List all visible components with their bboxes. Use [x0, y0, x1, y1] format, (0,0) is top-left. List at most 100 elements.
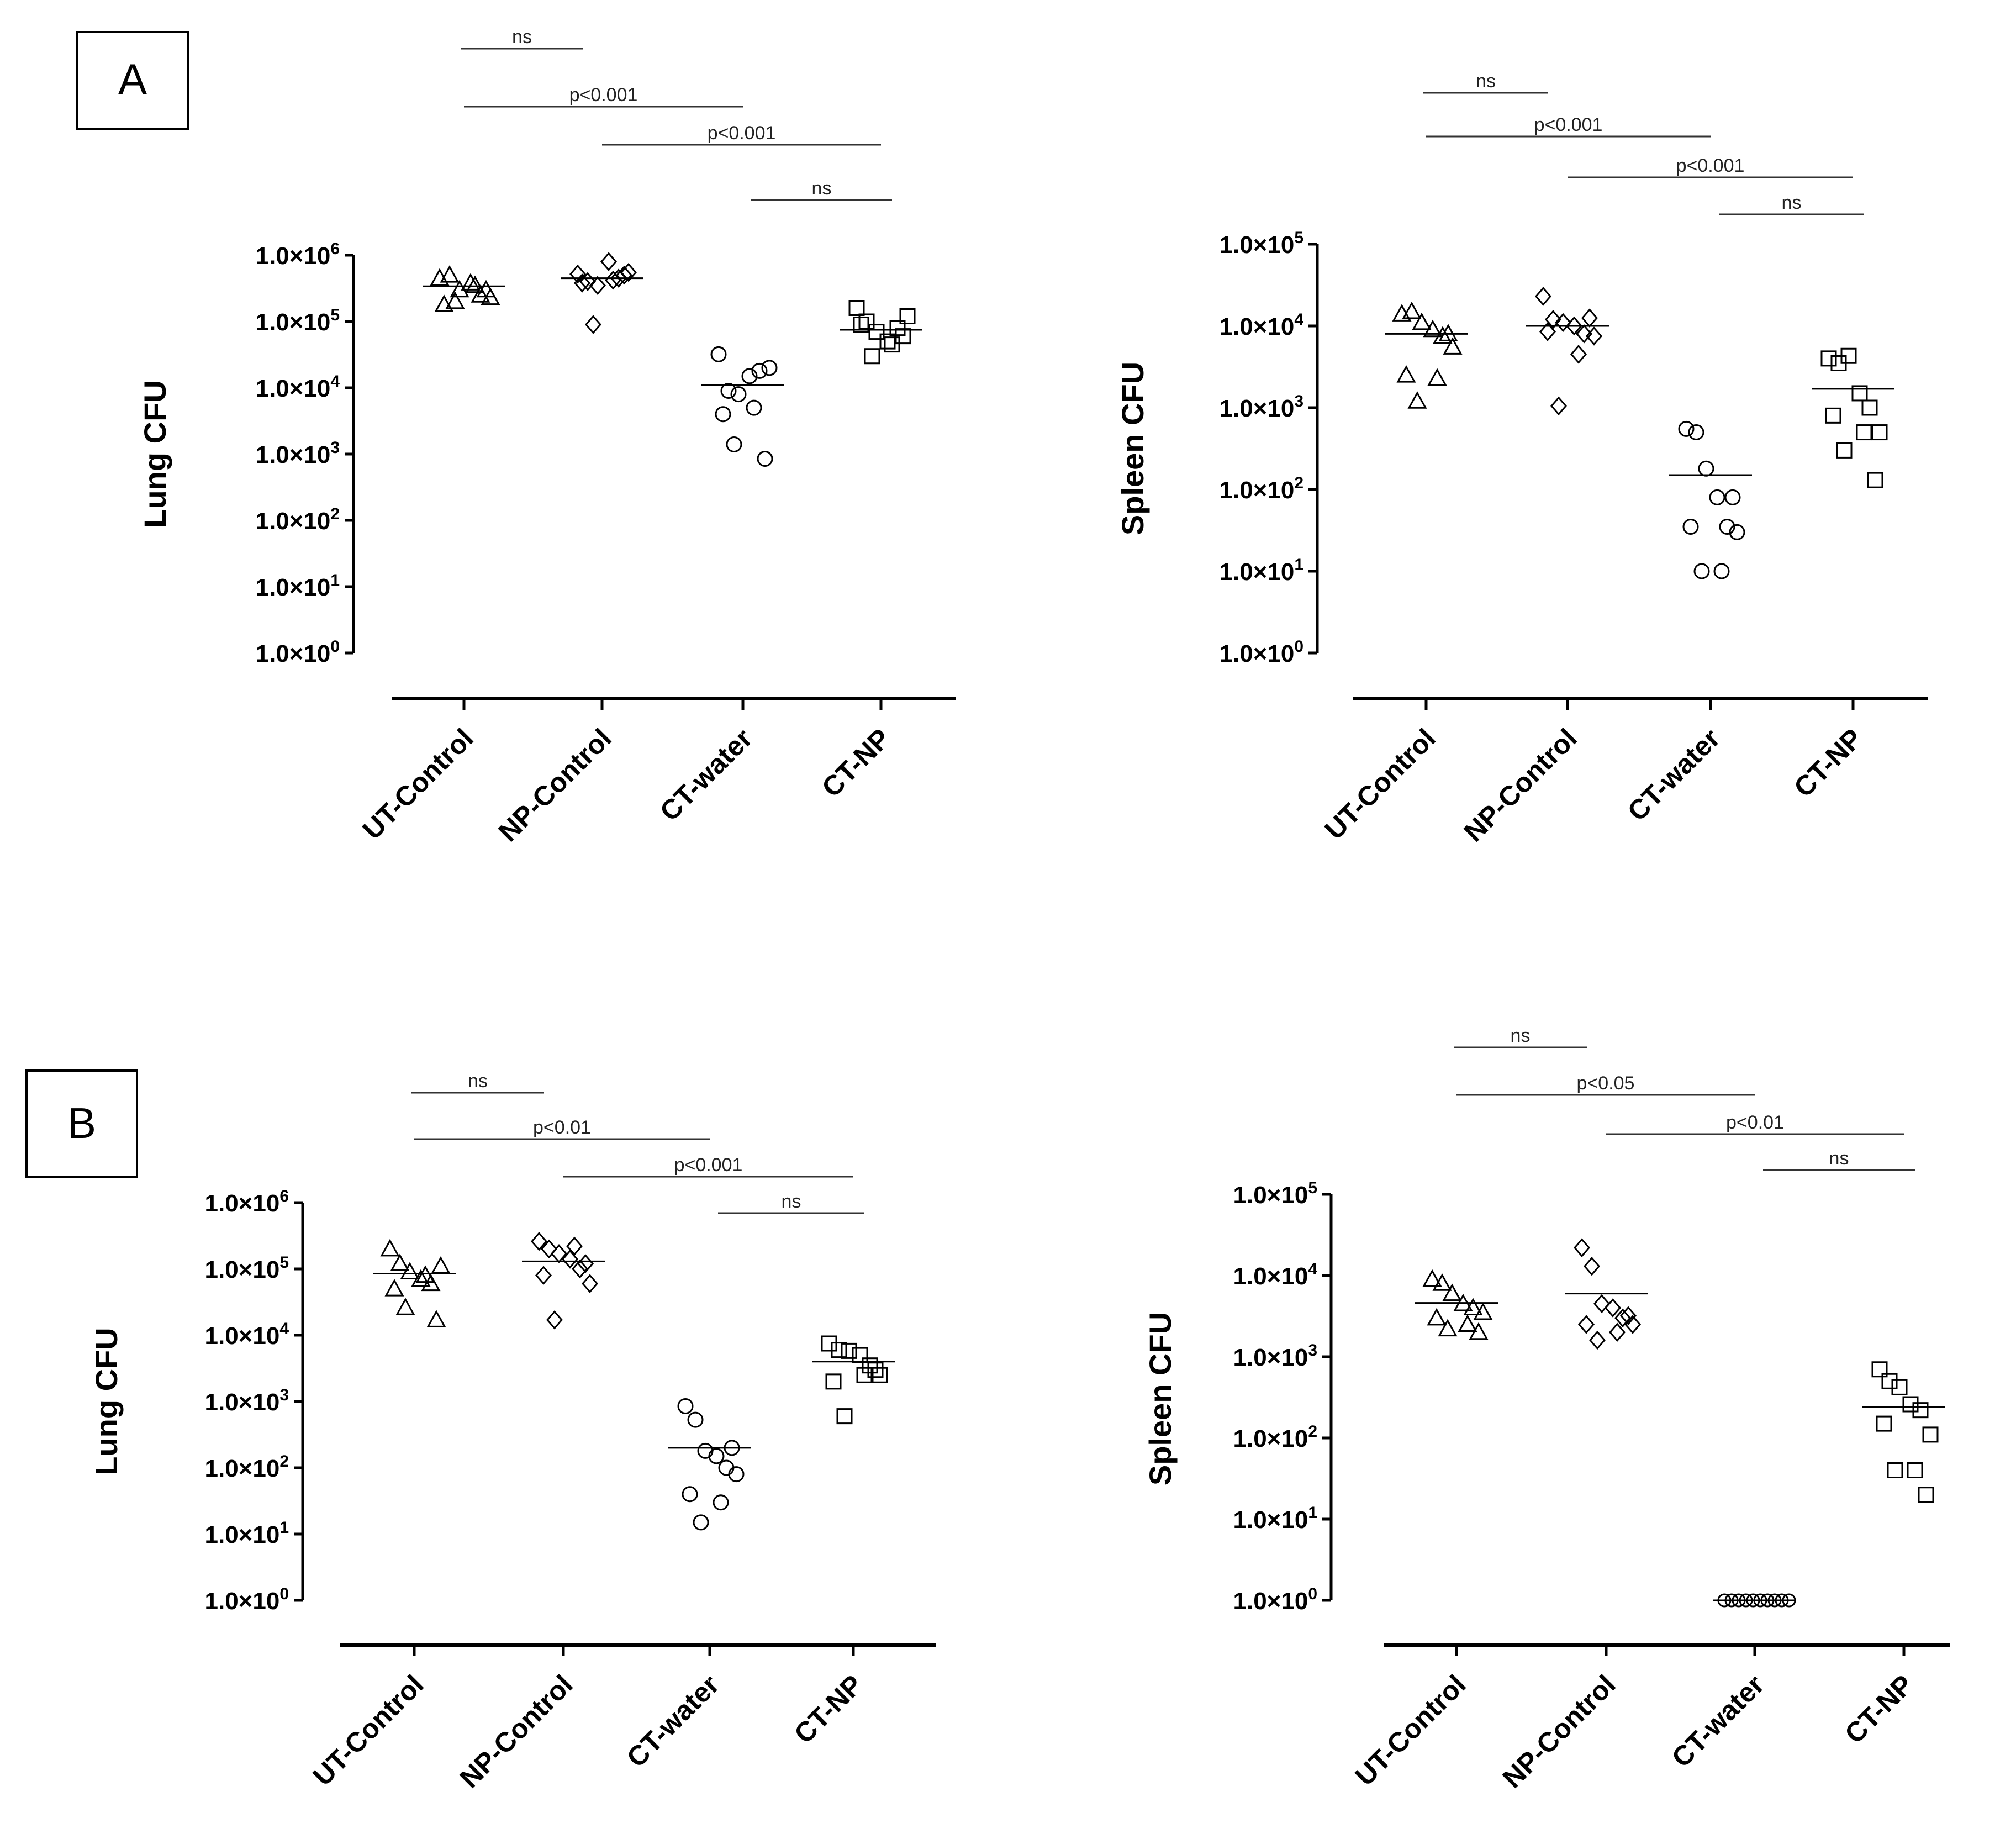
y-tick-label-base: 1.0×10: [1220, 640, 1295, 667]
data-point-circle: [757, 450, 773, 467]
data-point-circle: [746, 399, 762, 416]
data-point-triangle: [1433, 326, 1453, 344]
y-tick-label-exponent: 4: [1308, 1260, 1317, 1278]
data-point-triangle: [1407, 391, 1427, 409]
data-point-circle: [1775, 1593, 1789, 1608]
data-point-circle: [682, 1486, 698, 1503]
significance-label: ns: [1511, 1025, 1531, 1046]
series-ct-np: [1862, 1361, 1945, 1503]
series-np-control: [561, 252, 643, 334]
data-point-triangle: [1453, 1293, 1473, 1311]
data-point-square: [1902, 1396, 1919, 1413]
data-point-triangle: [1423, 319, 1443, 338]
y-tick-label: 1.0×104: [1220, 310, 1304, 340]
data-point-circle: [1729, 524, 1745, 540]
data-point-triangle: [1438, 324, 1458, 341]
series-ut-control: [423, 265, 505, 312]
significance-label: ns: [1476, 71, 1496, 92]
data-point-triangle: [415, 1265, 435, 1283]
data-point-circle: [708, 1448, 725, 1464]
data-point-diamond: [1576, 324, 1592, 344]
y-tick-label-base: 1.0×10: [205, 1455, 280, 1482]
data-point-diamond: [1620, 1306, 1637, 1326]
data-point-triangle: [1396, 365, 1416, 383]
data-point-circle: [720, 382, 737, 399]
panel-label-b-box: [25, 1069, 138, 1178]
series-ct-np: [812, 1335, 895, 1425]
data-point-triangle: [1469, 1322, 1489, 1340]
panel-label-a-box: [76, 31, 189, 130]
data-point-square: [1887, 1462, 1903, 1478]
data-point-circle: [728, 1466, 745, 1483]
y-tick-label: 1.0×105: [205, 1253, 289, 1283]
significance-label: p<0.001: [1534, 114, 1603, 135]
y-tick-label: 1.0×103: [256, 439, 340, 468]
data-point-diamond: [551, 1244, 567, 1263]
data-point-circle: [1760, 1593, 1775, 1608]
data-point-square: [1825, 407, 1841, 424]
y-tick-label-exponent: 4: [279, 1320, 289, 1338]
data-point-diamond: [1609, 1322, 1626, 1342]
series-ct-water: [701, 346, 784, 467]
significance-bracket: ns: [1423, 71, 1548, 94]
y-tick-label-exponent: 4: [1294, 310, 1303, 329]
data-point-circle: [713, 1494, 729, 1511]
data-point-triangle: [1427, 368, 1447, 386]
data-point-square: [1871, 1361, 1888, 1378]
y-tick-label-exponent: 5: [330, 306, 340, 324]
y-tick-label: 1.0×105: [1220, 229, 1304, 259]
data-point-circle: [1753, 1593, 1767, 1608]
data-point-circle: [677, 1398, 694, 1414]
y-tick-label: 1.0×102: [1233, 1422, 1318, 1452]
data-point-square: [862, 1357, 878, 1374]
significance-label: p<0.05: [1577, 1073, 1635, 1094]
data-point-diamond: [1614, 1308, 1631, 1328]
y-tick-label: 1.0×102: [205, 1452, 289, 1482]
data-point-circle: [741, 368, 758, 384]
data-point-diamond: [1545, 309, 1561, 329]
y-tick-label-exponent: 5: [1308, 1179, 1317, 1197]
data-point-square: [1836, 442, 1853, 459]
y-tick-label-base: 1.0×10: [205, 1588, 280, 1615]
data-point-diamond: [582, 1274, 598, 1293]
data-point-diamond: [541, 1239, 557, 1259]
data-point-diamond: [1605, 1298, 1621, 1318]
y-tick-label-base: 1.0×10: [256, 508, 331, 535]
data-point-triangle: [465, 275, 485, 293]
significance-label: ns: [812, 178, 832, 199]
data-point-square: [864, 348, 880, 365]
data-point-square: [899, 308, 916, 324]
data-point-circle: [1693, 563, 1710, 579]
data-point-square: [1851, 385, 1868, 402]
data-point-triangle: [426, 1310, 446, 1327]
series-ct-water: [1669, 420, 1752, 579]
data-point-triangle: [471, 285, 490, 303]
data-point-square: [884, 336, 900, 353]
series-ct-water: [1713, 1593, 1796, 1608]
y-tick-label: 1.0×103: [205, 1386, 289, 1416]
y-tick-label-base: 1.0×10: [1220, 477, 1295, 504]
data-point-diamond: [1550, 396, 1567, 416]
y-tick-label-exponent: 3: [330, 439, 340, 457]
y-tick-label-exponent: 6: [330, 240, 340, 258]
y-tick-label-base: 1.0×10: [256, 574, 331, 601]
data-point-triangle: [1432, 1273, 1452, 1291]
data-point-diamond: [1570, 345, 1587, 364]
data-point-circle: [1782, 1593, 1796, 1608]
y-tick-label-exponent: 0: [1294, 637, 1303, 656]
data-point-diamond: [1584, 1256, 1600, 1276]
significance-label: p<0.01: [1726, 1112, 1784, 1133]
data-point-square: [868, 324, 885, 340]
data-point-triangle: [384, 1279, 404, 1297]
data-point-circle: [1724, 1593, 1739, 1608]
significance-bracket: p<0.001: [563, 1155, 853, 1178]
y-tick-label-exponent: 2: [279, 1452, 289, 1471]
significance-label: p<0.001: [1676, 155, 1745, 176]
data-point-triangle: [431, 1256, 451, 1274]
y-tick-label: 1.0×101: [1233, 1504, 1318, 1534]
data-point-square: [1867, 472, 1883, 488]
y-tick-label-exponent: 1: [1308, 1504, 1317, 1522]
significance-label: ns: [512, 27, 532, 48]
data-point-triangle: [461, 273, 481, 291]
data-point-diamond: [1586, 326, 1602, 346]
